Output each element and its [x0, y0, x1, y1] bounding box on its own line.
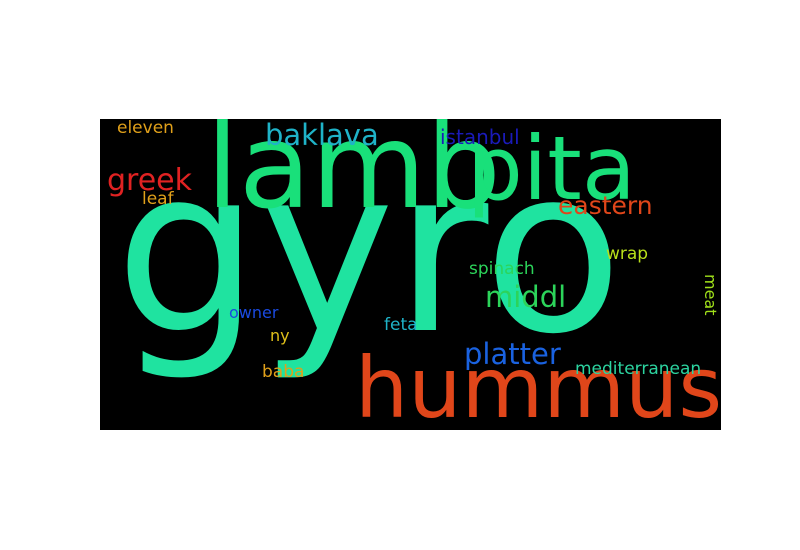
word-hummus: hummus [355, 339, 721, 430]
word-baklava: baklava [265, 119, 379, 152]
word-mediterranean: mediterranean [575, 359, 702, 379]
word-eleven: eleven [117, 119, 174, 138]
word-pita: pita [467, 119, 636, 220]
word-wrap: wrap [606, 244, 649, 264]
word-baba: baba [262, 362, 305, 382]
word-platter: platter [464, 337, 561, 371]
word-feta: feta [384, 315, 418, 335]
word-leaf: leaf [142, 189, 174, 209]
word-greek: greek [107, 163, 193, 198]
word-spinach: spinach [469, 259, 535, 279]
word-gyro: gyro [115, 119, 623, 384]
word-ny: ny [270, 326, 290, 345]
word-middl: middl [485, 280, 567, 314]
word-owner: owner [229, 303, 279, 322]
word-cloud: gyro lamb pita hummus baklava greek east… [100, 119, 721, 430]
word-eastern: eastern [558, 191, 653, 220]
word-lamb: lamb [206, 119, 501, 235]
word-meat: meat [701, 274, 720, 316]
word-istanbul: istanbul [440, 125, 520, 149]
